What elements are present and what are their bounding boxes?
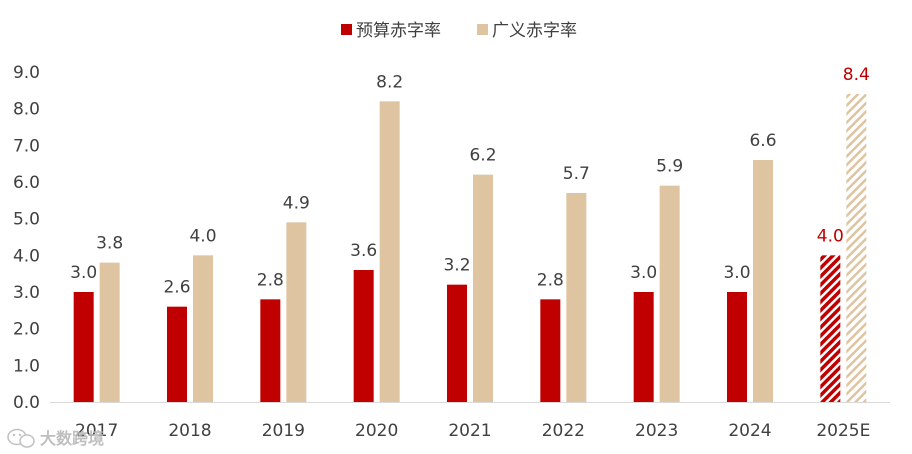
- y-tick-label: 2.0: [13, 320, 40, 340]
- x-tick-label: 2021: [448, 421, 491, 441]
- label-broad-2018: 4.0: [189, 226, 216, 246]
- label-budget-2019: 2.8: [257, 270, 284, 290]
- x-axis: 2017 2018 2019 2020 2021 2022 2023 2024 2025E: [50, 402, 890, 441]
- label-broad-2017: 3.8: [96, 234, 123, 254]
- wechat-icon: [7, 428, 35, 448]
- legend-swatch-budget: [341, 24, 352, 35]
- bar-broad-2024: [753, 160, 773, 402]
- watermark: 大数跨境: [7, 428, 104, 448]
- legend-label-budget: 预算赤字率: [356, 21, 441, 41]
- data-labels: 3.0 3.8 2.6 4.0 2.8 4.9 3.6 8.2 3.2 6.2 2.8 5.7 3.0 5…: [70, 65, 870, 298]
- y-tick-label: 7.0: [13, 136, 40, 156]
- bar-broad-2021: [473, 174, 493, 402]
- label-budget-2022: 2.8: [537, 270, 564, 290]
- label-broad-2025E: 8.4: [843, 65, 870, 85]
- y-tick-label: 4.0: [13, 246, 40, 266]
- bar-broad-2025E: [846, 94, 867, 402]
- x-tick-label: 2025E: [816, 421, 870, 441]
- bar-budget-2022: [540, 299, 561, 402]
- x-tick-label: 2020: [355, 421, 398, 441]
- label-budget-2020: 3.6: [350, 241, 377, 261]
- label-broad-2022: 5.7: [563, 164, 590, 184]
- legend-label-broad: 广义赤字率: [492, 21, 577, 41]
- bar-budget-2020: [353, 270, 374, 402]
- x-tick-label: 2018: [168, 421, 211, 441]
- y-axis: 0.0 1.0 2.0 3.0 4.0 5.0 6.0 7.0 8.0 9.0: [13, 63, 40, 413]
- label-budget-2023: 3.0: [630, 263, 657, 283]
- bar-budget-2024: [727, 292, 747, 402]
- x-tick-label: 2023: [635, 421, 678, 441]
- y-tick-label: 6.0: [13, 173, 40, 193]
- bar-broad-2018: [193, 255, 213, 402]
- label-broad-2020: 8.2: [376, 72, 403, 92]
- label-broad-2021: 6.2: [469, 146, 496, 166]
- y-tick-label: 0.0: [13, 393, 40, 413]
- x-tick-label: 2017: [75, 421, 118, 441]
- bar-budget-2021: [447, 284, 467, 402]
- y-tick-label: 5.0: [13, 210, 40, 230]
- label-budget-2025E: 4.0: [817, 226, 844, 246]
- y-tick-label: 1.0: [13, 356, 40, 376]
- x-tick-label: 2024: [728, 421, 771, 441]
- legend: 预算赤字率 广义赤字率: [341, 21, 577, 41]
- label-budget-2024: 3.0: [723, 263, 750, 283]
- bar-budget-2019: [260, 299, 281, 402]
- y-tick-label: 9.0: [13, 63, 40, 83]
- label-broad-2024: 6.6: [749, 131, 776, 151]
- label-broad-2019: 4.9: [283, 193, 310, 213]
- bar-broad-2022: [566, 193, 587, 402]
- bar-broad-2020: [379, 101, 400, 402]
- bar-broad-2017: [99, 262, 120, 402]
- x-tick-label: 2022: [542, 421, 585, 441]
- watermark-text: 大数跨境: [40, 429, 104, 448]
- label-budget-2018: 2.6: [163, 278, 190, 298]
- x-tick-label: 2019: [262, 421, 305, 441]
- y-tick-label: 3.0: [13, 283, 40, 303]
- label-broad-2023: 5.9: [656, 157, 683, 177]
- bars: [73, 94, 867, 402]
- label-budget-2017: 3.0: [70, 263, 97, 283]
- bar-broad-2019: [286, 222, 307, 402]
- bar-budget-2025E: [820, 255, 841, 402]
- bar-budget-2023: [633, 292, 654, 402]
- bar-budget-2017: [73, 292, 94, 402]
- bar-budget-2018: [167, 306, 187, 402]
- bar-broad-2023: [659, 185, 680, 402]
- legend-swatch-broad: [477, 24, 488, 35]
- label-budget-2021: 3.2: [443, 256, 470, 276]
- y-tick-label: 8.0: [13, 100, 40, 120]
